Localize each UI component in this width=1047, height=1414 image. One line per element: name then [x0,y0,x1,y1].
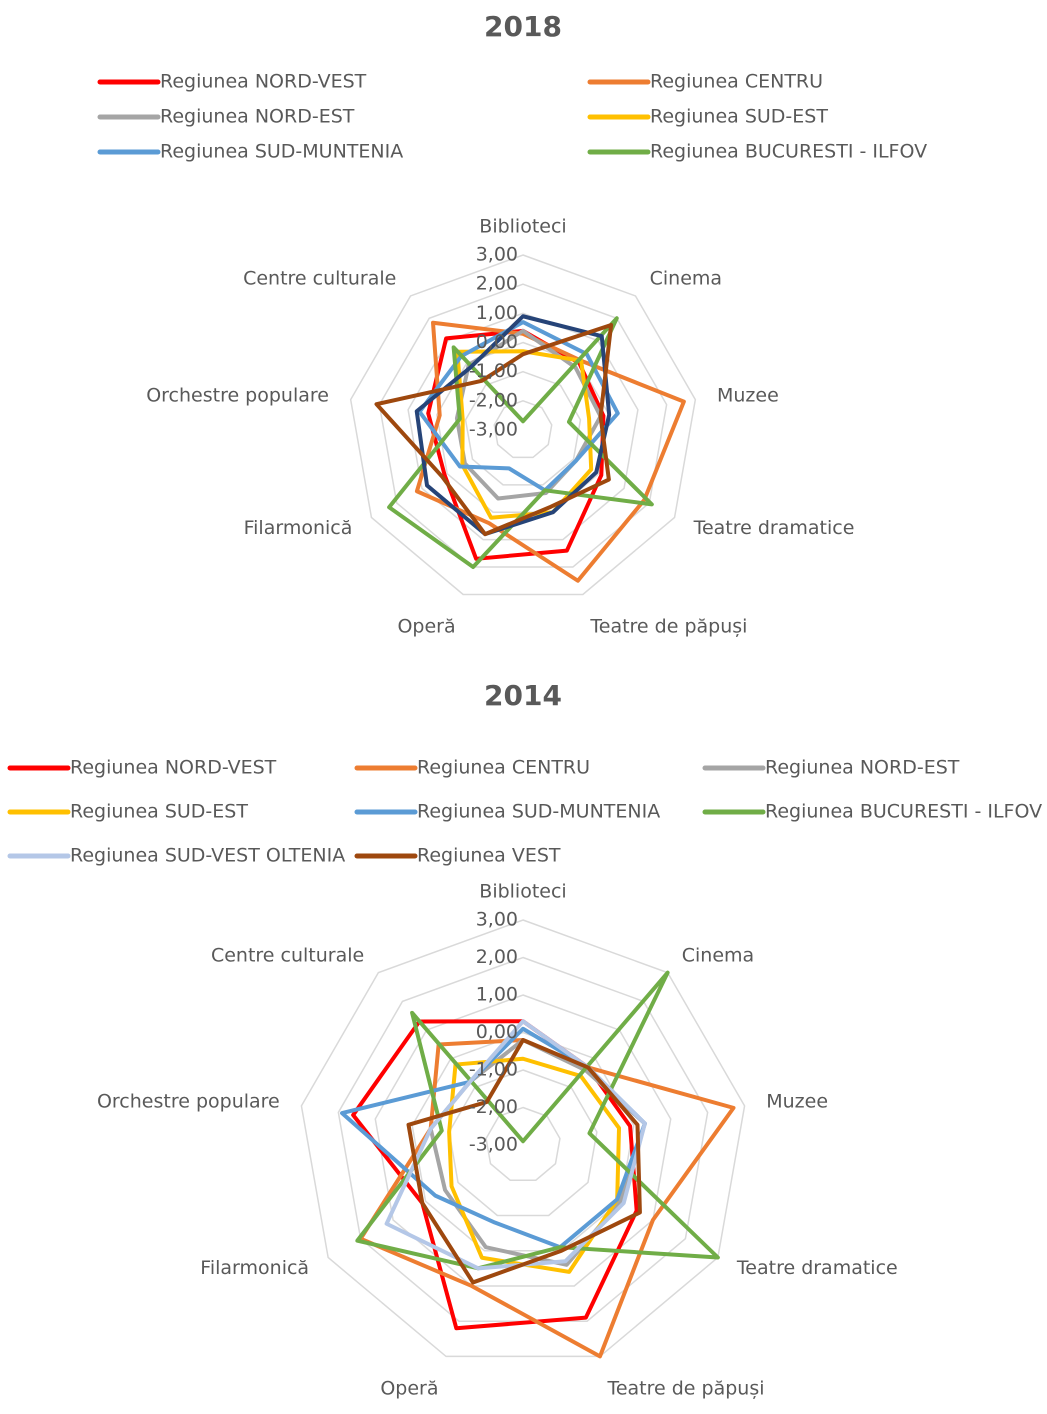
grid-ring [378,283,668,568]
grid-ring [485,1106,561,1181]
legend-label: Regiunea NORD-EST [160,106,355,128]
series-line [387,316,654,570]
tick-label: 1,00 [476,302,518,324]
legend-label: Regiunea VEST [417,845,561,867]
axis-label: Orchestre populare [146,384,329,406]
axis-label: Muzee [766,1091,828,1113]
axis-label: Muzee [717,384,779,406]
tick-label: 3,00 [476,909,518,931]
axis-label: Teatre dramatice [736,1257,898,1279]
legend-label: Regiunea NORD-EST [765,757,960,779]
tick-label: 3,00 [476,244,518,266]
legend-label: Regiunea SUD-VEST OLTENIA [70,845,345,867]
grid-ring [464,370,582,486]
series-line [454,328,603,501]
grid-ring [374,994,672,1287]
legend-label: Regiunea CENTRU [417,757,590,779]
axis-label: Filarmonică [200,1257,309,1279]
grid-ring [300,919,746,1358]
tick-label: -2,00 [469,1096,518,1118]
axis-label: Cinema [650,268,722,290]
tick-label: -2,00 [469,389,518,411]
series-line [374,322,614,537]
legend-label: Regiunea BUCURESTI - ILFOV [765,801,1042,823]
grid-ring [349,254,697,596]
legend-label: Regiunea SUD-EST [70,801,248,823]
tick-label: 0,00 [476,1021,518,1043]
axis-label: Biblioteci [479,881,566,903]
grid-ring [493,400,553,459]
axis-label: Operă [380,1378,438,1400]
chart-title: 2014 [484,679,562,712]
axis-label: Teatre de păpuși [606,1378,764,1400]
axis-label: Cinema [682,944,754,966]
axis-label: Operă [397,616,455,638]
tick-label: 2,00 [476,273,518,295]
legend-label: Regiunea NORD-VEST [70,757,277,779]
legend-label: Regiunea SUD-EST [650,106,828,128]
axis-label: Centre culturale [211,944,364,966]
tick-label: 1,00 [476,984,518,1006]
series-line [406,1038,642,1285]
tick-label: -1,00 [469,360,518,382]
tick-label: 0,00 [476,331,518,353]
legend-label: Regiunea SUD-MUNTENIA [160,141,403,163]
tick-label: -3,00 [469,1134,518,1156]
tick-label: -1,00 [469,1059,518,1081]
axis-label: Teatre dramatice [693,517,855,539]
chart-title: 2018 [484,10,562,43]
legend-label: Regiunea CENTRU [650,71,823,93]
axis-label: Orchestre populare [97,1091,280,1113]
series-line [414,320,686,583]
tick-label: -3,00 [469,419,518,441]
axis-label: Biblioteci [479,216,566,238]
series-line [355,970,720,1271]
legend-label: Regiunea NORD-VEST [160,71,367,93]
series-line [447,1056,622,1274]
legend-label: Regiunea BUCURESTI - ILFOV [650,141,927,163]
axis-label: Centre culturale [243,268,396,290]
series-line [417,320,620,493]
tick-label: 2,00 [476,946,518,968]
series-line [358,1038,736,1359]
axis-label: Teatre de păpuși [589,616,747,638]
legend-label: Regiunea SUD-MUNTENIA [417,801,660,823]
axis-label: Filarmonică [244,517,353,539]
